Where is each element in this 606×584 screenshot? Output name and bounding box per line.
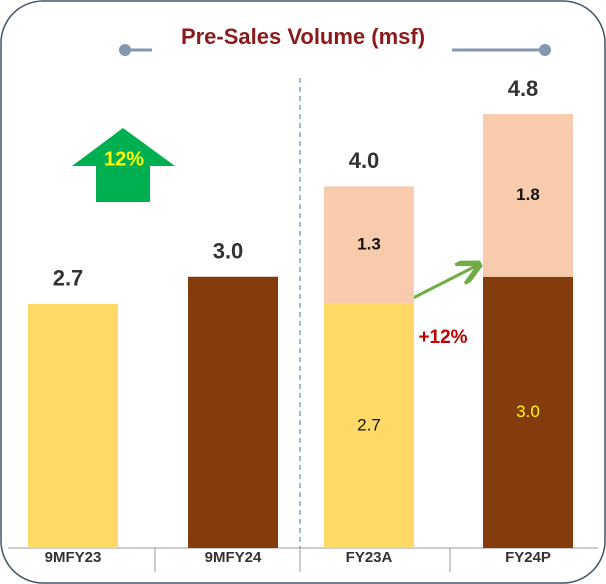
bar — [324, 186, 414, 304]
growth-label: +12% — [418, 327, 467, 348]
total-label: 3.0 — [213, 239, 244, 264]
title-dot — [539, 44, 551, 56]
total-label: 4.8 — [508, 76, 539, 101]
value-label: 2.7 — [357, 415, 381, 434]
bar — [28, 303, 118, 548]
x-tick-label: FY23A — [346, 549, 393, 566]
growth-label: 12% — [104, 148, 144, 170]
bar — [483, 276, 573, 548]
growth-line — [412, 266, 476, 300]
x-tick-label: 9MFY23 — [45, 549, 102, 566]
growth-arrow — [72, 128, 175, 202]
bar — [188, 276, 278, 548]
title-bg — [152, 24, 452, 52]
x-tick-label: 9MFY24 — [205, 549, 262, 566]
total-label: 4.0 — [349, 148, 380, 173]
bar — [483, 114, 573, 277]
chart-title: Pre-Sales Volume (msf) — [181, 24, 425, 49]
total-label: 2.7 — [53, 266, 84, 291]
value-label: 1.8 — [516, 185, 540, 204]
value-label: 1.3 — [357, 235, 381, 254]
x-tick-label: FY24P — [505, 549, 551, 566]
bar — [324, 303, 414, 548]
title-dot — [119, 44, 131, 56]
value-label: 3.0 — [516, 402, 540, 421]
